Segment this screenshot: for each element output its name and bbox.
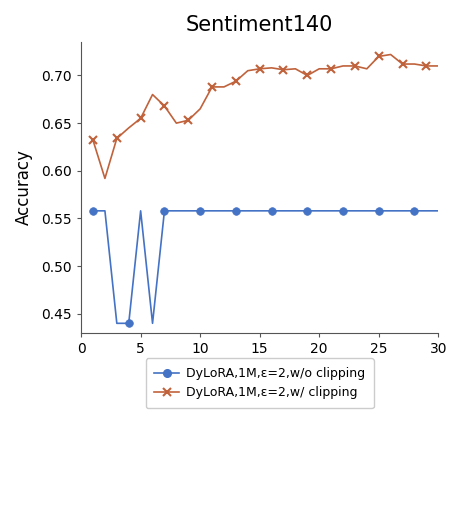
X-axis label: Round: Round <box>233 364 286 382</box>
Y-axis label: Accuracy: Accuracy <box>15 149 33 226</box>
Legend: DyLoRA,1M,ε=2,w/o clipping, DyLoRA,1M,ε=2,w/ clipping: DyLoRA,1M,ε=2,w/o clipping, DyLoRA,1M,ε=… <box>146 358 374 408</box>
Title: Sentiment140: Sentiment140 <box>186 15 334 35</box>
